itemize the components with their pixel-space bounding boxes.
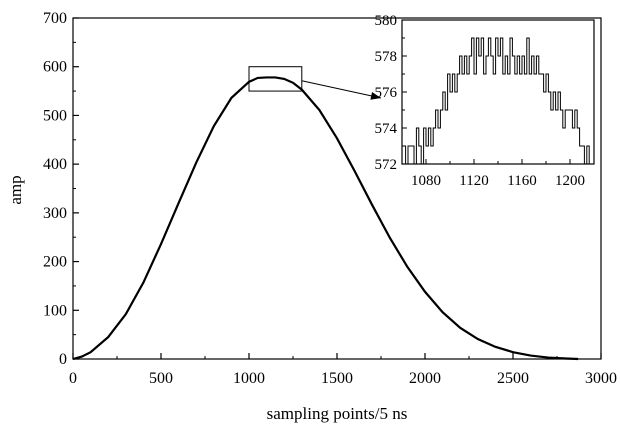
main-x-tick-label: 2000	[409, 370, 441, 387]
inset-series-group	[402, 37, 590, 165]
main-x-tick-label: 2500	[497, 370, 529, 387]
main-x-tick-label: 500	[149, 370, 173, 387]
zoom-connector-line	[301, 80, 382, 99]
inset-y-tick-label: 580	[375, 13, 398, 29]
main-y-tick-label: 500	[43, 107, 67, 124]
x-axis-label: sampling points/5 ns	[267, 404, 408, 423]
inset-tick-labels: 1080 1120 1160 1200 572 574 576 578 580	[375, 13, 586, 189]
main-x-tick-label: 0	[69, 370, 77, 387]
inset-y-tick-label: 578	[375, 49, 398, 65]
main-y-tick-label: 300	[43, 205, 67, 222]
main-y-tick-label: 400	[43, 156, 67, 173]
main-y-tick-label: 100	[43, 302, 67, 319]
y-axis-label: amp	[6, 175, 25, 204]
zoom-highlight-box	[248, 66, 303, 92]
inset-ticks	[402, 19, 571, 165]
main-y-tick-label: 600	[43, 59, 67, 76]
inset-y-tick-label: 572	[375, 157, 398, 173]
main-y-tick-label: 200	[43, 254, 67, 271]
zoom-connector-arrowhead	[370, 91, 381, 100]
inset-x-tick-label: 1160	[507, 173, 536, 189]
main-y-tick-label: 700	[43, 10, 67, 27]
main-x-tick-label: 1500	[321, 370, 353, 387]
main-x-tick-label: 3000	[585, 370, 617, 387]
inset-x-tick-label: 1080	[411, 173, 441, 189]
inset-x-tick-label: 1200	[555, 173, 585, 189]
main-x-tick-label: 1000	[233, 370, 265, 387]
main-tick-labels: 0 500 1000 1500 2000 2500 3000 0 100 200 300 400 500…	[43, 10, 617, 387]
main-series-line	[72, 76, 579, 361]
main-y-tick-label: 0	[59, 351, 67, 368]
inset-y-tick-label: 574	[375, 121, 398, 137]
inset-series-line	[402, 37, 590, 165]
inset-x-tick-label: 1120	[459, 173, 488, 189]
inset-y-tick-label: 576	[375, 85, 398, 101]
